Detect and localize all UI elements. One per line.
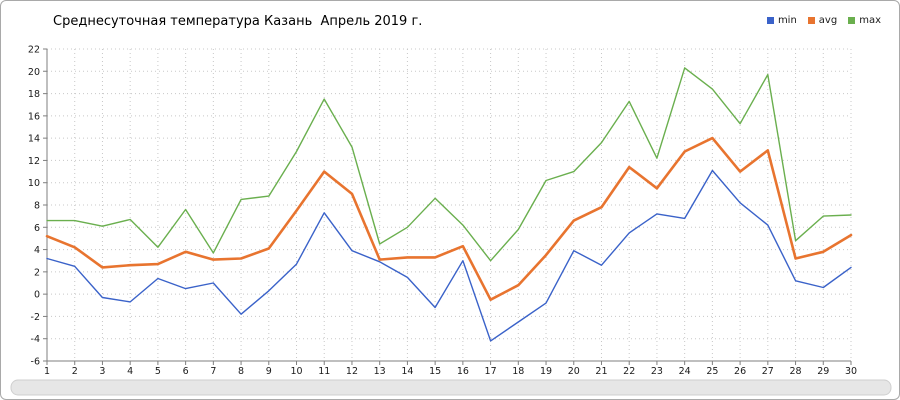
x-tick-label: 23: [651, 366, 663, 377]
x-scrollbar[interactable]: [10, 379, 892, 396]
x-tick-label: 21: [595, 366, 607, 377]
y-tick-label: 22: [28, 45, 40, 56]
legend-item-max: max: [848, 15, 881, 26]
x-tick-label: 18: [512, 366, 524, 377]
avg-series-swatch-icon: [807, 17, 815, 24]
y-tick-label: 16: [28, 111, 40, 122]
x-tick-label: 1: [44, 366, 50, 377]
x-tick-label: 28: [790, 366, 802, 377]
x-tick-label: 15: [429, 366, 441, 377]
x-tick-label: 13: [374, 366, 386, 377]
y-tick-label: 14: [28, 134, 40, 145]
y-tick-label: 6: [34, 223, 40, 234]
x-tick-label: 3: [99, 366, 105, 377]
x-tick-label: 26: [734, 366, 746, 377]
x-tick-label: 7: [210, 366, 216, 377]
x-tick-label: 19: [540, 366, 552, 377]
legend-item-min: min: [766, 15, 797, 26]
y-tick-label: 20: [28, 67, 40, 78]
x-tick-label: 24: [679, 366, 691, 377]
y-tick-label: 4: [34, 245, 40, 256]
x-tick-label: 16: [457, 366, 469, 377]
legend: min avg max: [766, 15, 881, 26]
x-tick-label: 11: [318, 366, 330, 377]
y-tick-label: -2: [31, 312, 40, 323]
x-tick-label: 20: [568, 366, 580, 377]
x-tick-label: 9: [266, 366, 272, 377]
x-tick-label: 5: [155, 366, 161, 377]
y-tick-label: 10: [28, 178, 40, 189]
y-tick-label: 8: [34, 201, 40, 212]
legend-label-max: max: [859, 15, 881, 26]
x-tick-label: 12: [346, 366, 358, 377]
x-tick-label: 17: [485, 366, 497, 377]
x-tick-label: 14: [401, 366, 413, 377]
series-min-line: [46, 169, 852, 342]
y-axis-labels: -6 -4 -2 0 2 4 6 8 10 12 14 16 18 20 22: [28, 45, 47, 368]
y-tick-label: -6: [31, 357, 40, 368]
y-tick-label: 18: [28, 89, 40, 100]
x-tick-label: 10: [290, 366, 302, 377]
min-series-swatch-icon: [766, 17, 774, 24]
legend-label-min: min: [777, 15, 797, 26]
x-axis-labels: 1 2 3 4 5 6 7 8 9 10 11 12 13 14 15 16 17 18 19 20 21 22 23 24 2…: [44, 361, 857, 377]
x-tick-label: 8: [238, 366, 244, 377]
legend-item-avg: avg: [807, 15, 838, 26]
y-tick-label: 2: [34, 267, 40, 278]
series-avg-line: [45, 136, 853, 302]
legend-label-avg: avg: [818, 15, 838, 26]
y-tick-label: 0: [34, 290, 40, 301]
series-max-line: [46, 67, 852, 262]
y-tick-label: -4: [31, 334, 40, 345]
x-tick-label: 29: [817, 366, 829, 377]
x-tick-label: 22: [623, 366, 635, 377]
max-series-swatch-icon: [848, 17, 856, 24]
chart-title: Среднесуточная температура Казань Апрель…: [53, 14, 423, 29]
gridlines: [46, 48, 852, 362]
x-tick-label: 4: [127, 366, 133, 377]
x-tick-label: 2: [72, 366, 78, 377]
x-tick-label: 27: [762, 366, 774, 377]
y-tick-label: 12: [28, 156, 40, 167]
x-tick-label: 25: [706, 366, 718, 377]
x-tick-label: 30: [845, 366, 857, 377]
x-tick-label: 6: [183, 366, 189, 377]
